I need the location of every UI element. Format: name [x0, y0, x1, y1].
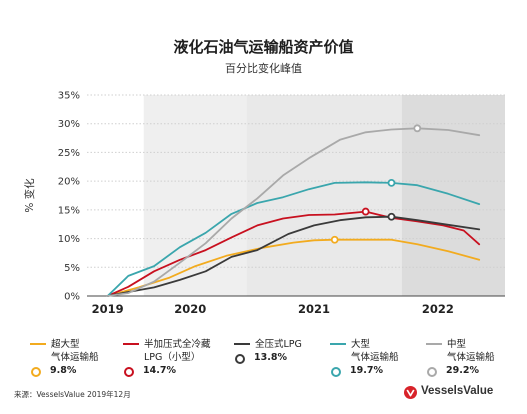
- y-tick-label: 20%: [58, 177, 80, 188]
- legend-swatch-fully-pressurised: [234, 343, 250, 345]
- legend-peak-lgc: 19.7%: [350, 365, 383, 376]
- y-tick-label: 5%: [64, 263, 80, 274]
- y-tick-label: 35%: [58, 91, 80, 102]
- series-line-4: [106, 127, 481, 297]
- y-tick-label: 0%: [64, 292, 80, 303]
- x-tick-label: 2021: [298, 302, 330, 316]
- peak-marker-3: [387, 178, 396, 187]
- series-line-1: [106, 210, 481, 297]
- y-tick-label: 15%: [58, 205, 80, 216]
- legend-marker-mgc: [427, 367, 437, 377]
- x-tick-label: 2020: [174, 302, 206, 316]
- year-band-1: [246, 95, 402, 296]
- peak-marker-2: [387, 212, 396, 221]
- legend-peak-mgc: 29.2%: [446, 365, 479, 376]
- chart-subtitle: 百分比变化峰值: [225, 62, 302, 75]
- legend-label-lgc: 大型 气体运输船: [351, 339, 399, 363]
- legend-marker-fully-pressurised: [235, 354, 245, 364]
- legend-marker-vlgc: [31, 367, 41, 377]
- legend-marker-lgc: [331, 367, 341, 377]
- legend-label-vlgc: 超大型 气体运输船: [51, 339, 99, 363]
- chart-title: 液化石油气运输船资产价值: [173, 38, 354, 56]
- legend-label-fully-pressurised: 全压式LPG: [255, 339, 302, 350]
- peak-marker-1: [361, 207, 370, 216]
- peak-marker-4: [413, 124, 422, 133]
- y-tick-label: 30%: [58, 119, 80, 130]
- legend-peak-vlgc: 9.8%: [50, 365, 77, 376]
- legend-swatch-vlgc: [30, 343, 46, 345]
- y-tick-label: 25%: [58, 148, 80, 159]
- brand-name: VesselsValue: [421, 385, 494, 397]
- series-line-2: [106, 215, 481, 297]
- legend-label-semi-ref: 半加压式全冷藏 LPG（小型）: [144, 339, 211, 363]
- legend-swatch-semi-ref: [123, 343, 139, 345]
- brand-icon-v: [406, 389, 415, 397]
- y-axis-title: % 变化: [23, 178, 36, 213]
- legend-peak-fully-pressurised: 13.8%: [254, 352, 287, 363]
- source-note: 来源：VesselsValue 2019年12月: [14, 390, 131, 399]
- legend-label-mgc: 中型 气体运输船: [447, 339, 495, 363]
- legend-peak-semi-ref: 14.7%: [143, 365, 176, 376]
- year-band-0: [143, 95, 247, 296]
- vesselsvalue-logo-icon: [404, 386, 417, 399]
- x-tick-label: 2022: [422, 302, 454, 316]
- peak-marker-0: [330, 235, 339, 244]
- legend-swatch-mgc: [426, 343, 442, 345]
- series-line-3: [106, 181, 481, 297]
- legend-marker-semi-ref: [124, 367, 134, 377]
- x-tick-label: 2019: [92, 302, 124, 316]
- y-tick-label: 10%: [58, 234, 80, 245]
- brand-icon-disc: [404, 386, 417, 399]
- legend-swatch-lgc: [330, 343, 346, 345]
- series-line-0: [106, 238, 481, 297]
